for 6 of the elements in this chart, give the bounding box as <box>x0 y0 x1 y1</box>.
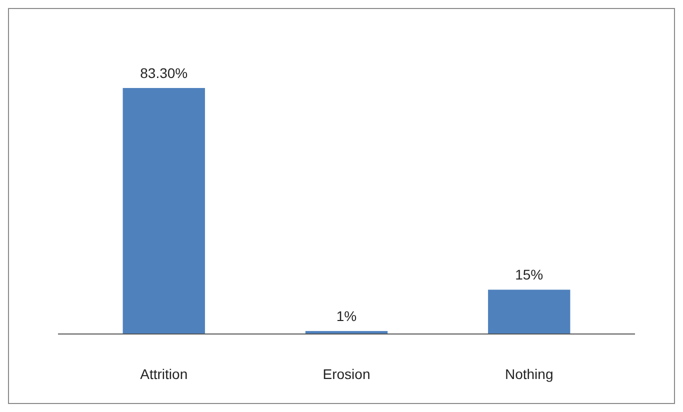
data-label: 83.30% <box>140 65 188 81</box>
x-tick-label: Nothing <box>504 366 554 382</box>
data-label: 1% <box>336 308 357 324</box>
data-label: 15% <box>515 266 544 283</box>
x-tick-label: Attrition <box>140 366 188 382</box>
x-tick-label: Erosion <box>322 366 370 382</box>
